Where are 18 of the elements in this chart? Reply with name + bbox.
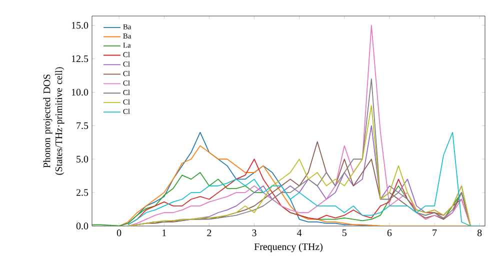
- x-axis-title: Frequency (THz): [254, 243, 322, 252]
- x-tick-label: 6: [387, 230, 392, 236]
- x-tick-label: 2: [207, 230, 212, 236]
- y-tick-label: 12.5: [72, 55, 88, 62]
- y-tick-label: 7.5: [76, 122, 88, 130]
- y-axis-title: Phonon projected DOS (States/THz·primitive cell): [43, 67, 64, 175]
- x-tick-label: 3: [252, 230, 256, 236]
- x-tick-label: 0: [116, 230, 122, 236]
- x-tick-label: 8: [477, 230, 482, 236]
- x-tick-label: 5: [342, 230, 346, 236]
- x-tick-label: 1: [162, 230, 166, 236]
- y-tick-label: 10.0: [72, 88, 88, 96]
- y-tick-label: 5.0: [76, 156, 88, 163]
- y-tick-label: 0.0: [76, 222, 88, 230]
- y-tick-label: 15.0: [72, 22, 88, 29]
- x-tick-label: 4: [297, 230, 302, 236]
- y-tick-label: 2.5: [76, 189, 88, 196]
- x-tick-label: 7: [432, 230, 437, 236]
